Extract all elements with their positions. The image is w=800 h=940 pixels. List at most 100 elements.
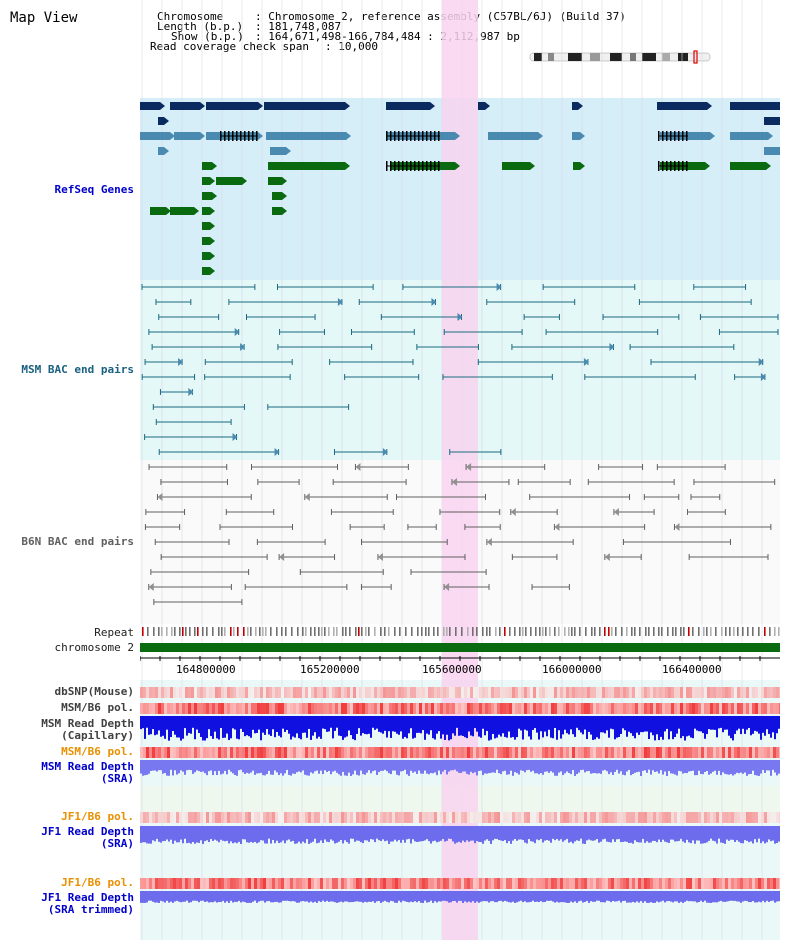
msm-capillary-depth-bar bbox=[314, 716, 316, 733]
gene-exon-block bbox=[386, 102, 430, 110]
jf1-pol-heat-cell bbox=[302, 812, 305, 823]
msm-pol-heat-cell bbox=[305, 703, 308, 714]
msm-capillary-depth-bar bbox=[234, 716, 236, 730]
msm-pol2-heat-cell bbox=[629, 747, 632, 758]
msm-capillary-depth-bar bbox=[624, 716, 626, 731]
repeat-mark bbox=[321, 627, 323, 636]
dbsnp-heat-cell bbox=[170, 687, 173, 698]
msm-capillary-depth-bar bbox=[274, 716, 276, 738]
repeat-mark bbox=[568, 627, 570, 636]
msm-capillary-depth-bar bbox=[270, 716, 272, 736]
jf1-pol-heat-cell bbox=[470, 812, 473, 823]
dbsnp-heat-cell bbox=[179, 687, 182, 698]
msm-sra-depth-bar bbox=[774, 760, 776, 773]
dbsnp-heat-cell bbox=[332, 687, 335, 698]
msm-pol2-heat-cell bbox=[758, 747, 761, 758]
chromosome-ideogram[interactable] bbox=[528, 50, 714, 66]
repeat-mark bbox=[349, 627, 351, 636]
dbsnp-heat-cell bbox=[614, 687, 617, 698]
msm-capillary-depth-bar bbox=[218, 716, 220, 740]
jf1-sra-depth-bar bbox=[182, 826, 184, 844]
jf1-sra-depth-bar bbox=[500, 826, 502, 841]
dbsnp-heat-cell bbox=[671, 687, 674, 698]
jf1-trimmed-depth-bar bbox=[774, 891, 776, 903]
jf1-trimmed-depth-bar bbox=[490, 891, 492, 902]
jf1-sra-depth-bar bbox=[168, 826, 170, 842]
dbsnp-heat-cell bbox=[569, 687, 572, 698]
dbsnp-heat-cell bbox=[473, 687, 476, 698]
msm-pol2-heat-cell bbox=[332, 747, 335, 758]
jf1-trimmed-depth-bar bbox=[218, 891, 220, 902]
jf1-trimmed-depth-bar bbox=[754, 891, 756, 903]
msm-pol2-heat-cell bbox=[194, 747, 197, 758]
dbsnp-heat-cell bbox=[545, 687, 548, 698]
msm-sra-depth-bar bbox=[364, 760, 366, 775]
jf1-pol2-heat-cell bbox=[356, 878, 359, 889]
jf1-pol-heat-cell bbox=[620, 812, 623, 823]
msm-sra-depth-bar bbox=[302, 760, 304, 771]
repeat-mark bbox=[384, 627, 386, 636]
msm-capillary-depth-bar bbox=[142, 716, 144, 729]
msm-capillary-depth-bar bbox=[564, 716, 566, 730]
msm-pol-heat-cell bbox=[560, 703, 563, 714]
msm-capillary-depth-bar bbox=[666, 716, 668, 729]
msm-sra-depth-bar bbox=[634, 760, 636, 773]
jf1-sra-depth-bar bbox=[382, 826, 384, 840]
jf1-pol-heat-cell bbox=[254, 812, 257, 823]
jf1-trimmed-depth-bar bbox=[552, 891, 554, 902]
gene-strand-arrow bbox=[580, 132, 585, 140]
repeat-mark bbox=[433, 627, 435, 636]
jf1-trimmed-depth-bar bbox=[254, 891, 256, 901]
msm-capillary-depth-bar bbox=[608, 716, 610, 738]
msm-capillary-depth-bar bbox=[706, 716, 708, 735]
jf1-trimmed-depth-bar bbox=[646, 891, 648, 903]
msm-capillary-depth-bar bbox=[554, 716, 556, 728]
jf1-pol2-heat-cell bbox=[674, 878, 677, 889]
msm-capillary-depth-bar bbox=[546, 716, 548, 737]
jf1-pol2-heat-cell bbox=[533, 878, 536, 889]
msm-pol-heat-cell bbox=[626, 703, 629, 714]
jf1-pol-heat-cell bbox=[200, 812, 203, 823]
dbsnp-heat-cell bbox=[203, 687, 206, 698]
jf1-sra-depth-bar bbox=[688, 826, 690, 843]
msm-sra-depth-bar bbox=[590, 760, 592, 774]
jf1-trimmed-depth-bar bbox=[378, 891, 380, 901]
jf1-sra-depth-bar bbox=[252, 826, 254, 843]
jf1-sra-depth-bar bbox=[550, 826, 552, 843]
jf1-pol-heat-cell bbox=[242, 812, 245, 823]
msm-pol2-heat-cell bbox=[746, 747, 749, 758]
msm-capillary-depth-bar bbox=[674, 716, 676, 738]
jf1-sra-depth-bar bbox=[360, 826, 362, 843]
msm-sra-depth-bar bbox=[424, 760, 426, 771]
msm-sra-depth-bar bbox=[492, 760, 494, 773]
msm-sra-depth-bar bbox=[708, 760, 710, 775]
jf1-pol2-heat-cell bbox=[635, 878, 638, 889]
dbsnp-heat-cell bbox=[716, 687, 719, 698]
jf1-pol-heat-cell bbox=[191, 812, 194, 823]
msm-capillary-depth-bar bbox=[528, 716, 530, 737]
dbsnp-heat-cell bbox=[566, 687, 569, 698]
dbsnp-heat-cell bbox=[224, 687, 227, 698]
msm-capillary-depth-bar bbox=[668, 716, 670, 740]
msm-capillary-depth-bar bbox=[592, 716, 594, 740]
jf1-trimmed-depth-bar bbox=[602, 891, 604, 903]
jf1-pol-heat-cell bbox=[707, 812, 710, 823]
jf1-pol2-heat-cell bbox=[281, 878, 284, 889]
jf1-sra-depth-bar bbox=[328, 826, 330, 843]
msm-capillary-depth-bar bbox=[166, 716, 168, 730]
jf1-pol-heat-cell bbox=[476, 812, 479, 823]
msm-pol2-heat-cell bbox=[200, 747, 203, 758]
repeat-mark bbox=[336, 627, 338, 636]
msm-capillary-depth-bar bbox=[248, 716, 250, 737]
jf1-pol2-heat-cell bbox=[758, 878, 761, 889]
jf1-sra-depth-bar bbox=[216, 826, 218, 841]
jf1-sra-depth-bar bbox=[258, 826, 260, 843]
gene-exon-block bbox=[764, 117, 780, 125]
genome-track-panel[interactable] bbox=[140, 0, 780, 940]
dbsnp-heat-cell bbox=[302, 687, 305, 698]
dbsnp-heat-cell bbox=[755, 687, 758, 698]
msm-sra-depth-bar bbox=[226, 760, 228, 775]
dbsnp-heat-cell bbox=[572, 687, 575, 698]
jf1-trimmed-depth-bar bbox=[314, 891, 316, 902]
jf1-sra-depth-bar bbox=[724, 826, 726, 844]
